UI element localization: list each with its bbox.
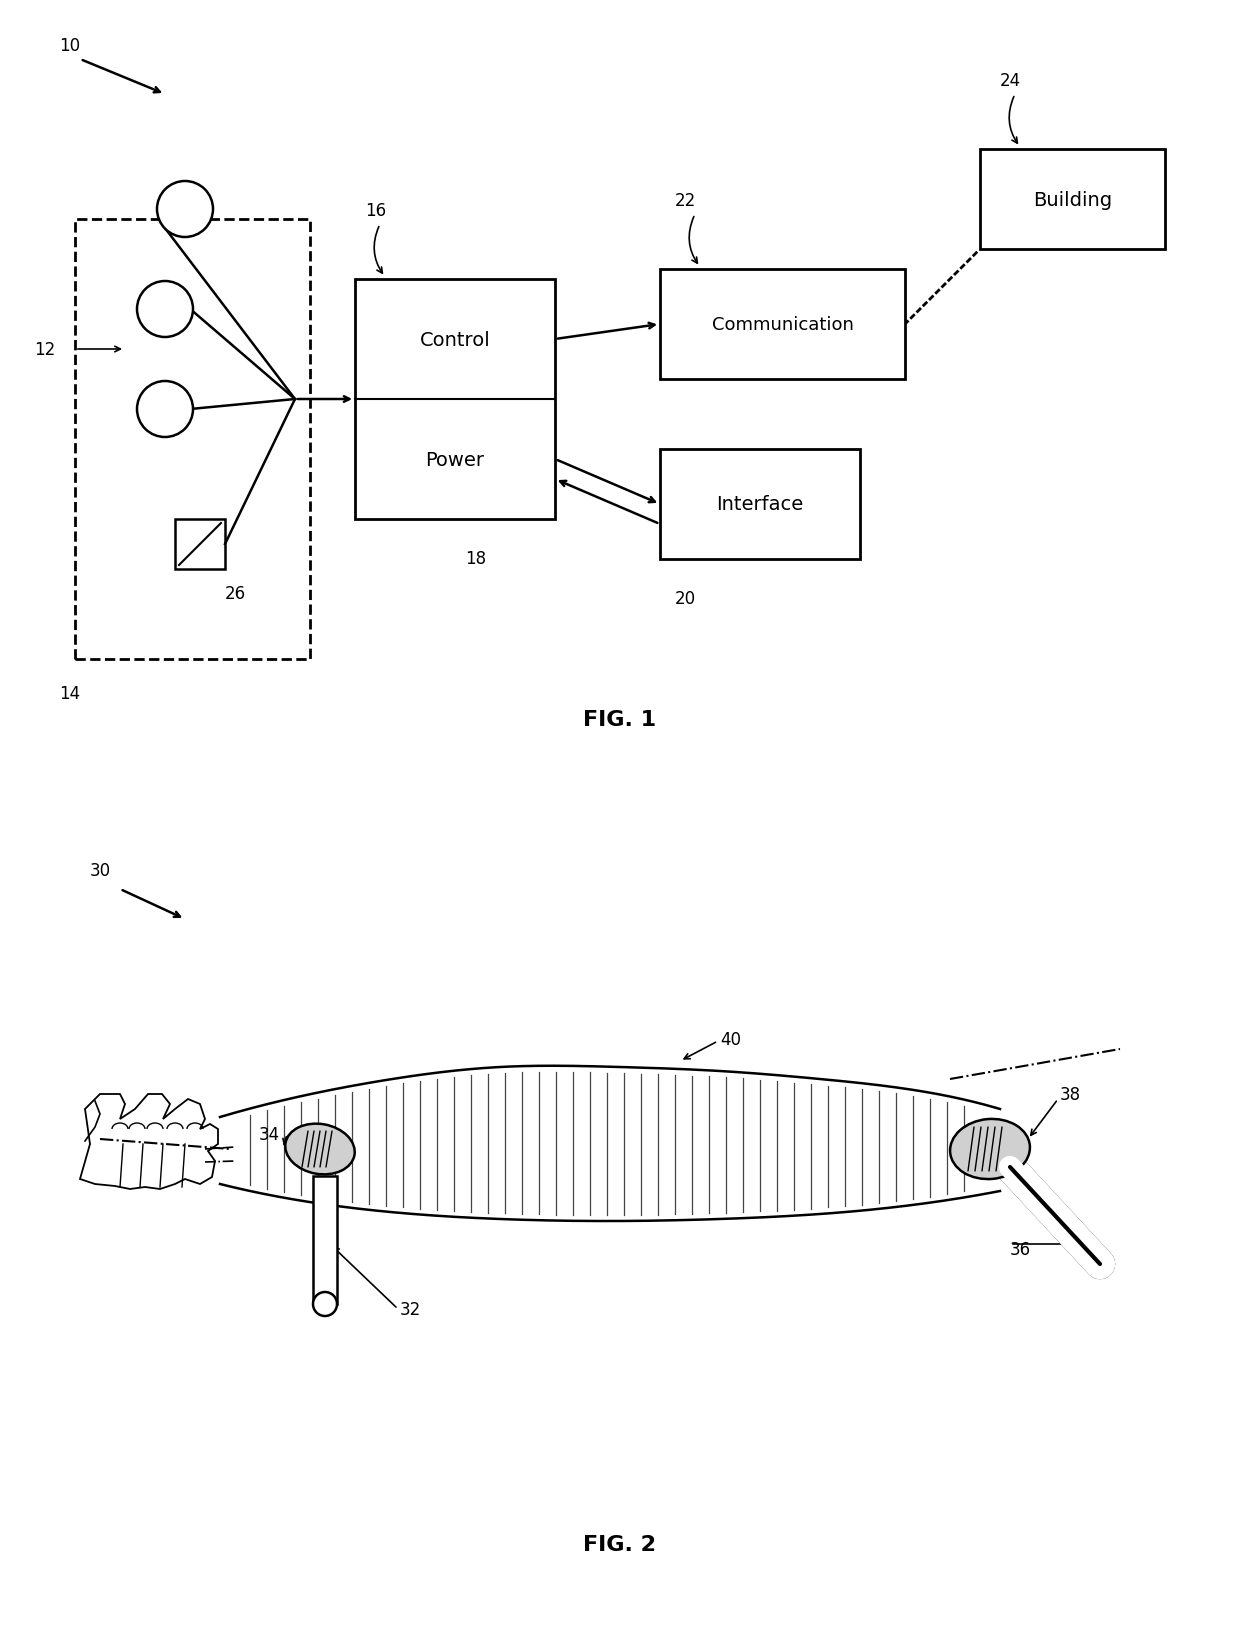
Bar [355, 280, 556, 520]
Text: Building: Building [1033, 190, 1112, 210]
Text: FIG. 1: FIG. 1 [584, 710, 656, 729]
Ellipse shape [285, 1124, 355, 1175]
Text: 14: 14 [60, 685, 81, 703]
Bar [175, 520, 224, 570]
Text: 38: 38 [1060, 1085, 1081, 1103]
Circle shape [157, 182, 213, 238]
Bar [74, 220, 310, 659]
Text: 20: 20 [675, 590, 696, 608]
Text: 36: 36 [1011, 1241, 1032, 1259]
Text: 40: 40 [720, 1031, 742, 1049]
Text: 32: 32 [401, 1300, 422, 1318]
Bar [660, 270, 905, 380]
Text: 26: 26 [224, 585, 246, 603]
Bar [660, 449, 861, 559]
Text: FIG. 2: FIG. 2 [584, 1534, 656, 1554]
Circle shape [136, 282, 193, 338]
Text: 22: 22 [675, 192, 696, 210]
Text: 16: 16 [365, 202, 386, 220]
Circle shape [136, 382, 193, 438]
Text: 10: 10 [60, 38, 81, 56]
Text: Communication: Communication [712, 316, 853, 334]
Text: 24: 24 [999, 72, 1021, 90]
Text: 12: 12 [33, 341, 55, 359]
Text: Power: Power [425, 451, 485, 469]
Text: Interface: Interface [717, 495, 804, 515]
Text: 30: 30 [89, 862, 110, 880]
Bar [312, 1177, 337, 1305]
Circle shape [312, 1292, 337, 1316]
Bar [980, 149, 1166, 249]
Text: Control: Control [419, 331, 490, 349]
Text: 18: 18 [465, 549, 486, 567]
Ellipse shape [950, 1119, 1030, 1180]
Text: 34: 34 [259, 1126, 280, 1144]
